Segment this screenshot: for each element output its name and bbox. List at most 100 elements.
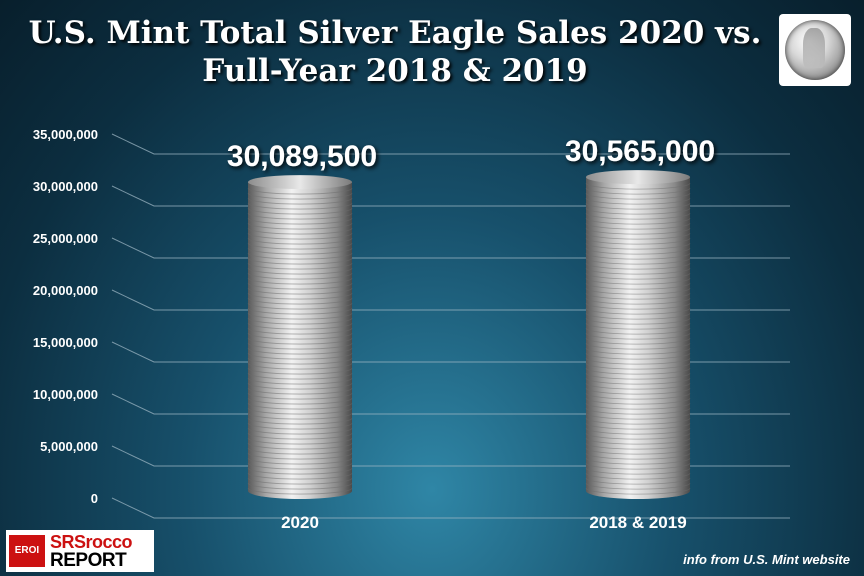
gridline [111,497,790,519]
coin-edge-ridge [247,472,353,480]
coin-edge-ridge [247,187,353,195]
coin-edge-ridge [585,267,691,275]
gridline [111,237,790,259]
coin-edge-ridge [247,332,353,340]
coin-edge-ridge [247,342,353,350]
coin-edge-ridge [585,302,691,310]
coin-edge-ridge [247,392,353,400]
coin-edge-ridge [585,192,691,200]
coin-edge-ridge [585,182,691,190]
coin-edge-ridge [247,362,353,370]
coin-edge-ridge [247,447,353,455]
coin-edge-ridge [585,487,691,495]
coin-edge-ridge [247,337,353,345]
coin-edge-ridge [585,312,691,320]
coin-edge-ridge [585,252,691,260]
coin-edge-ridge [247,297,353,305]
logo-text-top: SRSrocco [50,532,133,552]
coin-edge-ridge [585,387,691,395]
coin-edge-ridge [585,237,691,245]
coin-edge-ridge [585,372,691,380]
coin-edge-ridge [247,457,353,465]
coin-edge-ridge [247,207,353,215]
bar-top [248,175,352,190]
gridline [111,289,790,311]
y-tick-label: 10,000,000 [33,387,98,402]
coin-edge-ridge [247,277,353,285]
coin-edge-ridge [585,362,691,370]
coin-edge-ridge [247,382,353,390]
gridline [111,341,790,363]
coin-edge-ridge [247,402,353,410]
silver-eagle-coin-icon [779,14,851,86]
bar-body [586,177,690,499]
coin-edge-ridge [247,247,353,255]
coin-edge-ridge [585,197,691,205]
coin-edge-ridge [247,347,353,355]
coin-edge-ridge [585,377,691,385]
coin-edge-ridge [247,287,353,295]
coin-edge-ridge [585,392,691,400]
coin-edge-ridge [247,352,353,360]
coin-edge-ridge [585,322,691,330]
y-tick-label: 5,000,000 [40,439,98,454]
coin-edge-ridge [247,262,353,270]
coin-edge-ridge [247,327,353,335]
coin-edge-ridge [247,237,353,245]
x-category-label: 2020 [281,513,319,532]
coin-edge-ridge [585,337,691,345]
coin-edge-ridge [247,292,353,300]
coin-edge-ridge [247,217,353,225]
srsrocco-logo: EROI SRSrocco REPORT [6,530,154,572]
coin-edge-ridge [247,212,353,220]
source-note: info from U.S. Mint website [683,552,850,567]
bar-body [248,182,352,499]
coin-edge-ridge [247,232,353,240]
gridline [111,133,790,155]
coin-edge-ridge [585,292,691,300]
coin-edge-ridge [585,407,691,415]
coin-edge-ridge [247,482,353,490]
coin-edge-ridge [585,462,691,470]
coin-edge-ridge [585,477,691,485]
coin-edge-ridge [247,387,353,395]
coin-edge-ridge [585,282,691,290]
coin-edge-ridge [585,257,691,265]
coin-edge-ridge [247,312,353,320]
coin-edge-ridge [247,422,353,430]
coin-edge-ridge [585,262,691,270]
coin-edge-ridge [585,417,691,425]
chart-title-line1: U.S. Mint Total Silver Eagle Sales 2020 … [28,15,762,51]
y-tick-label: 20,000,000 [33,283,98,298]
coin-edge-ridge [585,212,691,220]
coin-edge-ridge [585,242,691,250]
coin-edge-ridge [247,467,353,475]
coin-edge-ridge [585,352,691,360]
coin-edge-ridge [585,287,691,295]
bar-2020 [247,175,353,499]
y-tick-label: 25,000,000 [33,231,98,246]
coin-edge-ridge [585,382,691,390]
coin-edge-ridge [247,412,353,420]
coin-edge-ridge [585,297,691,305]
coin-edge-ridge [585,482,691,490]
coin-edge-ridge [585,272,691,280]
coin-edge-ridge [585,227,691,235]
coin-edge-ridge [585,202,691,210]
coin-edge-ridge [247,252,353,260]
y-tick-label: 30,000,000 [33,179,98,194]
coin-edge-ridge [585,347,691,355]
coin-edge-ridge [585,357,691,365]
coin-edge-ridge [247,477,353,485]
coin-edge-ridge [585,317,691,325]
gridline [111,445,790,467]
coin-edge-ridge [585,187,691,195]
coin-edge-ridge [247,397,353,405]
coin-edge-ridge [247,197,353,205]
coin-edge-ridge [585,472,691,480]
coin-edge-ridge [585,442,691,450]
coin-edge-ridge [585,397,691,405]
bar-2018 & 2019 [585,170,691,499]
coin-edge-ridge [247,442,353,450]
coin-edge-ridge [247,427,353,435]
